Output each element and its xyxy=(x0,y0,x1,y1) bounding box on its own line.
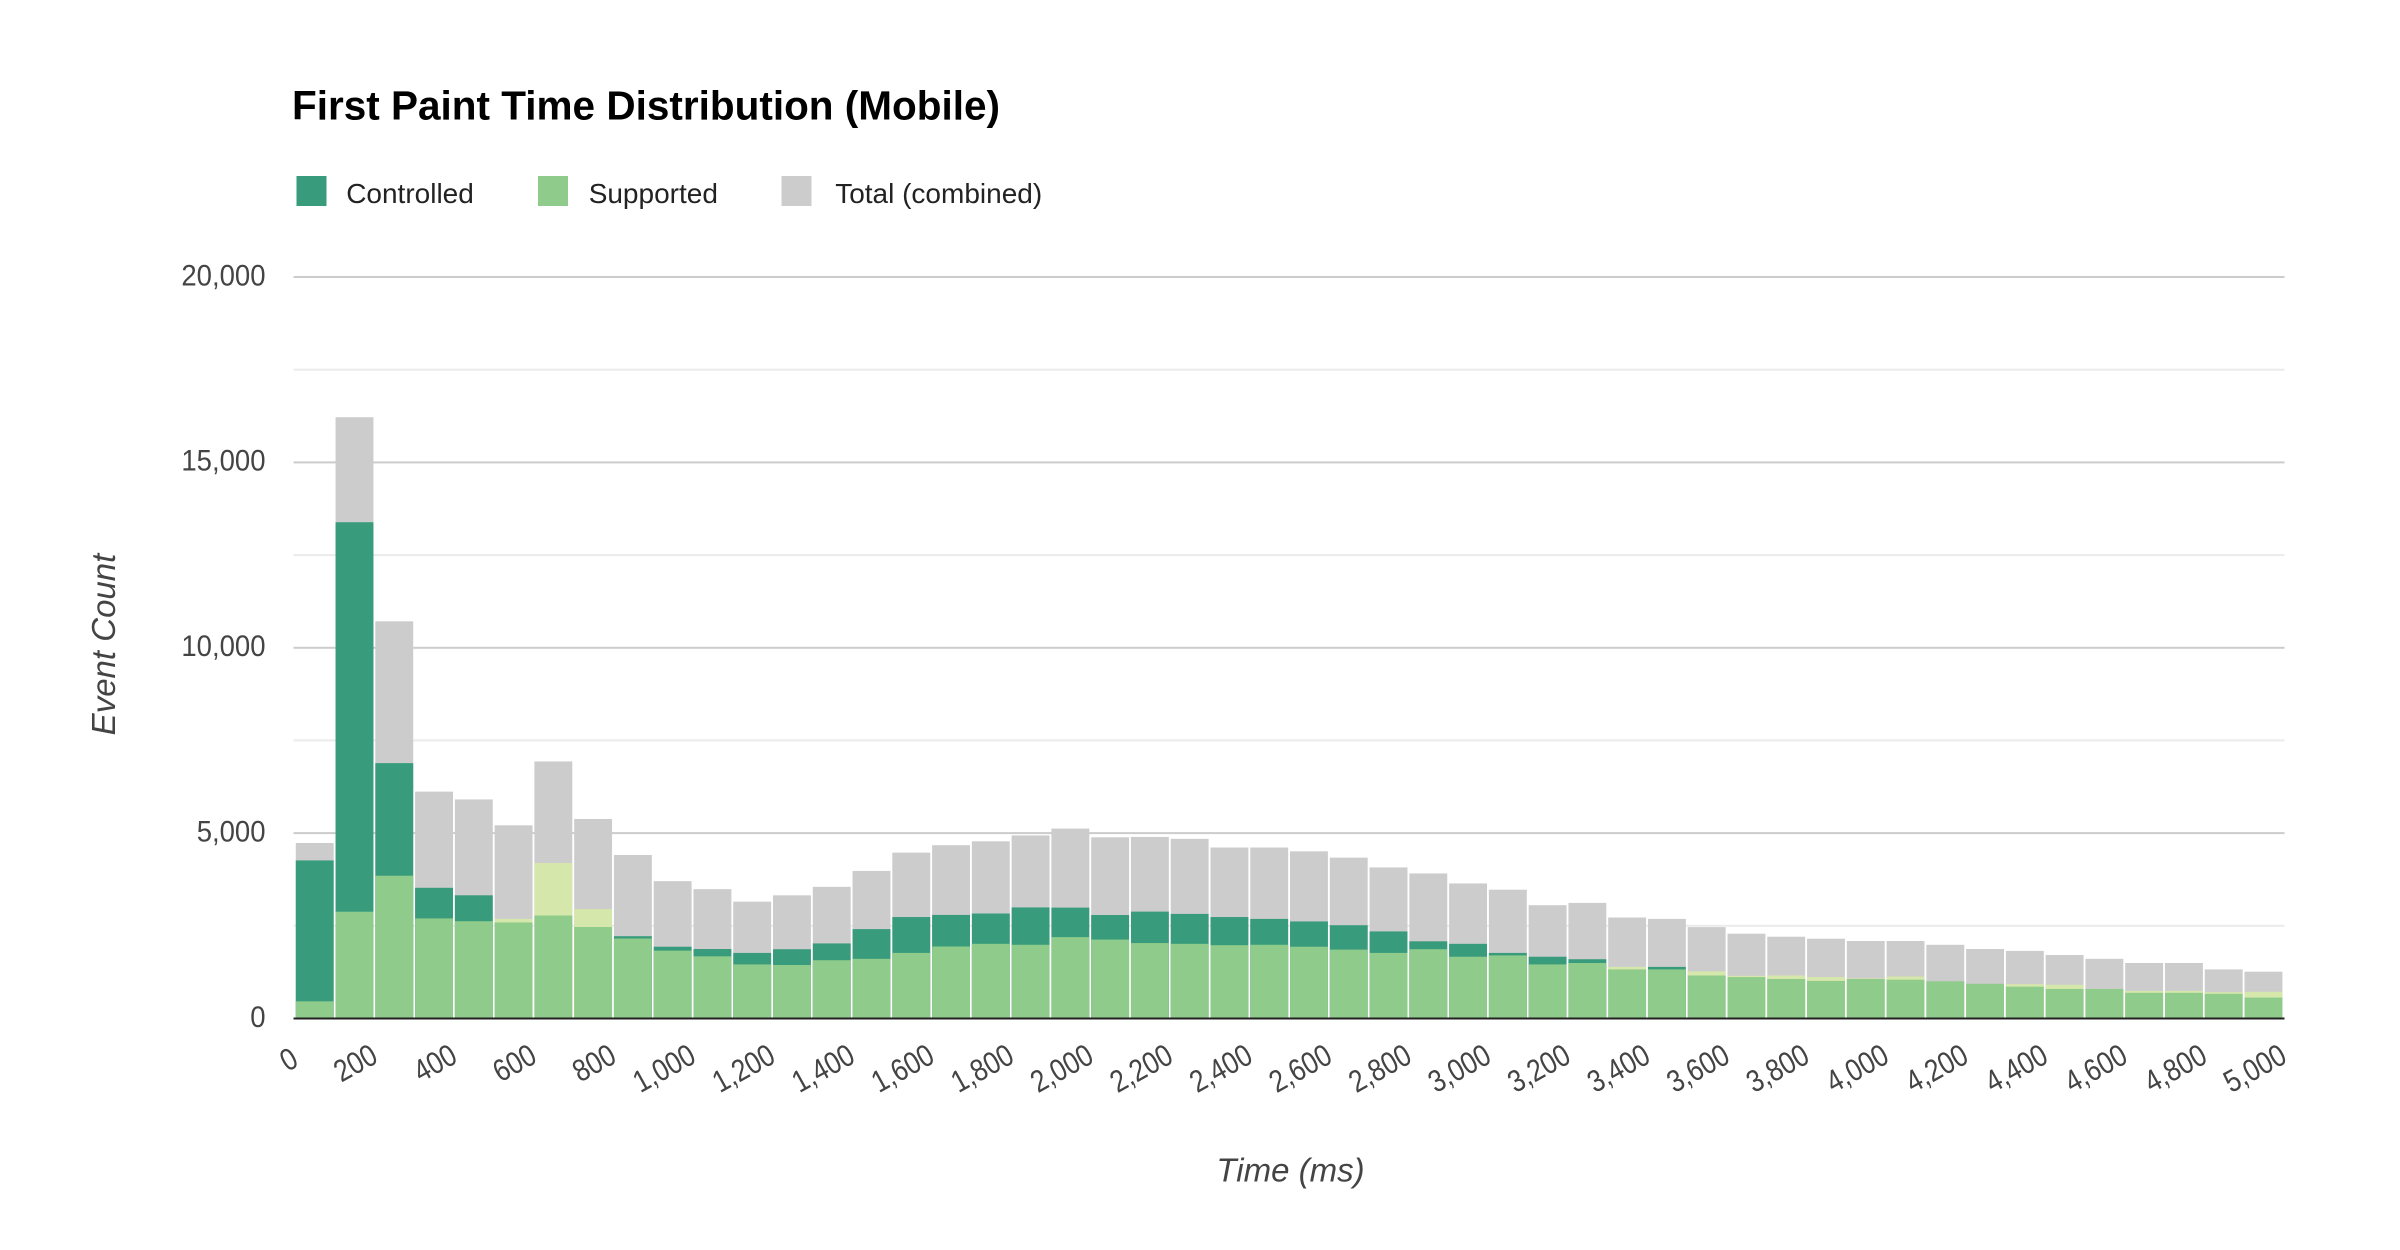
svg-text:15,000: 15,000 xyxy=(181,445,265,478)
svg-text:Total (combined): Total (combined) xyxy=(835,178,1042,209)
svg-text:First Paint Time Distribution: First Paint Time Distribution (Mobile) xyxy=(292,83,1000,129)
svg-text:Event Count: Event Count xyxy=(85,552,122,735)
svg-text:Controlled: Controlled xyxy=(346,178,474,209)
svg-text:20,000: 20,000 xyxy=(181,259,265,292)
svg-text:Time (ms): Time (ms) xyxy=(1216,1152,1364,1189)
svg-text:Supported: Supported xyxy=(589,178,718,209)
svg-text:0: 0 xyxy=(250,1001,265,1034)
svg-text:5,000: 5,000 xyxy=(197,815,266,848)
svg-text:10,000: 10,000 xyxy=(181,630,265,663)
